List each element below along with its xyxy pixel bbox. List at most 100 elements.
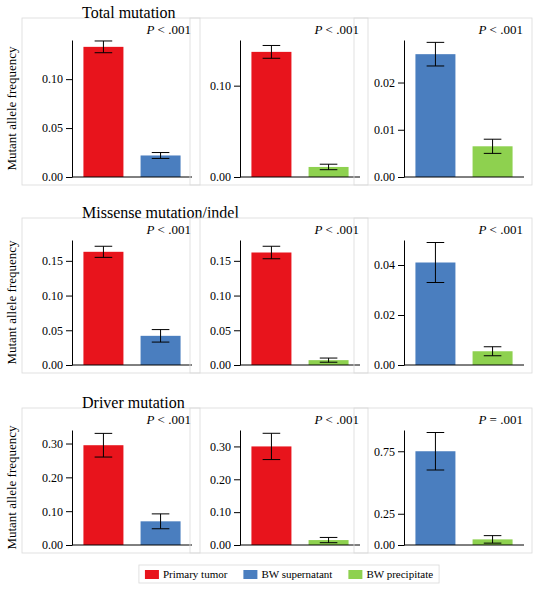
legend-swatch [243,570,257,579]
axis-line [404,41,405,178]
error-bar-line [320,537,338,538]
tick-mark [234,261,240,262]
panel-frame [190,218,368,373]
error-bar-line [160,153,161,159]
marks [415,42,512,177]
error-bar-line [263,258,281,259]
y-axis: 0.000.100.200.30 [210,431,241,553]
error-bar-line [484,535,502,536]
legend-item: Primary tumor [145,568,228,580]
y-axis-title: Mutant allele frequency [4,240,19,365]
annotation: P < .001 [313,412,359,427]
bar [83,445,123,545]
tick: 0.75 [374,445,404,459]
tick-mark [66,296,72,297]
axis-line [404,241,405,366]
error-bar-line [160,330,161,343]
tick-label: 0.02 [374,76,395,90]
tick-label: 0.75 [374,445,395,459]
tick: 0.00 [42,538,72,552]
error-bar-line [484,346,502,347]
error-bar [427,433,445,471]
tick-mark [398,130,404,131]
tick-label: 0.05 [210,324,231,338]
tick: 0.10 [42,289,72,303]
error-bar-line [484,153,502,154]
error-bar-line [263,459,281,460]
row-title: Driver mutation [82,394,185,411]
panel: 0.000.050.10P < .001 [22,18,200,185]
tick-mark [234,512,240,513]
tick-mark [66,545,72,546]
tick-mark [398,451,404,452]
tick-mark [234,365,240,366]
panel: 0.000.050.100.15P < .001 [190,218,368,373]
panel: 0.000.010.02P < .001 [354,18,532,185]
bar [141,155,181,177]
error-bar-line [103,433,104,457]
tick: 0.30 [210,440,240,454]
y-axis: 0.000.100.200.30 [42,431,73,553]
error-bar-line [263,45,281,46]
error-bar [320,164,338,169]
tick-label: 0.20 [42,471,63,485]
annotation: P < .001 [313,222,359,237]
error-bar-line [435,243,436,283]
error-bar [484,347,502,356]
tick-mark [398,83,404,84]
error-bar-line [492,536,493,544]
annotation: P < .001 [313,22,359,37]
tick-label: 0.02 [374,308,395,322]
tick-mark [66,261,72,262]
error-bar [484,536,502,544]
error-bar-line [160,514,161,529]
y-axis: 0.000.10 [210,41,241,185]
tick-mark [398,265,404,266]
error-bar-line [328,358,329,362]
legend-label: BW supernatant [261,568,332,580]
annotation: P < .001 [145,412,191,427]
legend-frame [139,565,439,583]
panel-frame [190,408,368,553]
y-axis: 0.000.020.04 [374,241,405,373]
error-bar-line [484,139,502,140]
marks [415,433,512,546]
tick-mark [398,514,404,515]
error-bar-line [320,169,338,170]
x-axis-line [240,365,360,366]
error-bar [320,537,338,542]
error-bar [152,153,170,159]
tick: 0.00 [374,358,404,372]
error-bar-line [427,242,445,243]
tick-label: 0.10 [42,505,63,519]
error-bar-line [95,52,113,53]
error-bar [95,246,113,257]
error-bar-line [152,342,170,343]
tick-label: 0.05 [42,121,63,135]
tick-mark [234,86,240,87]
tick-label: 0.00 [374,358,395,372]
tick-mark [398,545,404,546]
bar [251,52,291,177]
error-bar-line [263,58,281,59]
error-bar-line [435,433,436,471]
row-title: Missense mutation/indel [82,204,239,221]
y-axis: 0.000.050.100.15 [42,241,73,373]
panel-frame [22,218,200,373]
y-axis: 0.000.050.100.15 [210,241,241,373]
error-bar-line [152,158,170,159]
error-bar-line [320,358,338,359]
tick-mark [66,477,72,478]
tick: 0.00 [374,170,404,184]
annotation: P = .001 [477,412,523,427]
tick: 0.00 [374,538,404,552]
x-axis-line [240,545,360,546]
tick-label: 0.10 [210,289,231,303]
tick-label: 0.00 [42,358,63,372]
error-bar-line [328,164,329,169]
tick-mark [234,296,240,297]
tick-mark [66,444,72,445]
tick: 0.00 [210,538,240,552]
tick: 0.15 [42,254,72,268]
error-bar-line [103,41,104,53]
